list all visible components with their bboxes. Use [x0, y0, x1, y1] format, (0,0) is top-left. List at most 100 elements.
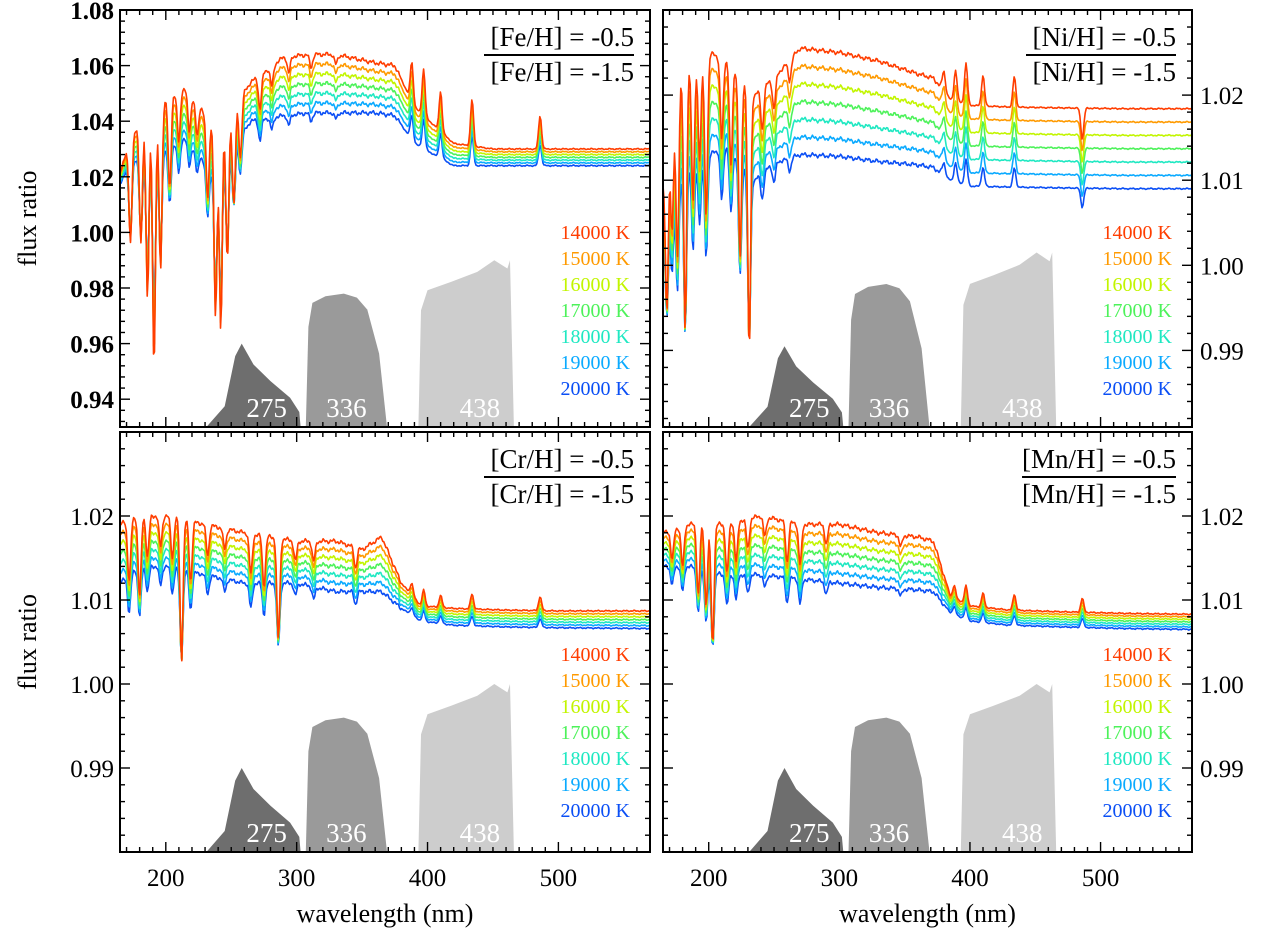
ratio-numerator: [Fe/H] = -0.5: [491, 22, 634, 52]
y-tick-label: 1.02: [70, 504, 114, 531]
y-axis-title: flux ratio: [13, 170, 42, 266]
x-tick-label: 200: [690, 865, 728, 892]
x-tick-label: 400: [409, 865, 447, 892]
series-14000-k-line: [663, 514, 1192, 640]
filter-label: 336: [326, 818, 367, 848]
y-tick-label: 1.08: [70, 0, 114, 25]
legend-entry: 16000 K: [561, 696, 631, 718]
ratio-numerator: [Mn/H] = -0.5: [1022, 444, 1176, 474]
legend-entry: 20000 K: [1103, 800, 1173, 822]
y-tick-label: 0.99: [1200, 338, 1244, 365]
filter-label: 438: [1002, 818, 1043, 848]
y-tick-label: 1.02: [1200, 504, 1244, 531]
legend-entry: 18000 K: [561, 326, 631, 348]
series-17000-k-line: [120, 539, 650, 661]
series-15000-k-line: [663, 523, 1192, 641]
ratio-numerator: [Cr/H] = -0.5: [491, 444, 634, 474]
y-tick-label: 1.00: [70, 220, 114, 247]
x-tick-label: 500: [540, 865, 578, 892]
series-16000-k-line: [120, 530, 650, 661]
ratio-denominator: [Ni/H] = -1.5: [1033, 57, 1176, 87]
y-tick-label: 0.96: [70, 332, 114, 359]
legend-entry: 14000 K: [1103, 644, 1173, 666]
series-14000-k-line: [120, 51, 650, 355]
y-tick-label: 1.00: [1200, 672, 1244, 699]
y-tick-label: 0.99: [70, 756, 114, 783]
plot-frame: [119, 431, 651, 853]
legend-entry: 16000 K: [561, 274, 631, 296]
legend-entry: 17000 K: [561, 722, 631, 744]
legend-entry: 15000 K: [561, 670, 631, 692]
series-15000-k-line: [120, 522, 650, 662]
filter-label: 438: [1002, 393, 1043, 423]
legend-entry: 20000 K: [561, 800, 631, 822]
legend-entry: 19000 K: [561, 352, 631, 374]
filter-438-band: [418, 684, 514, 852]
legend-entry: 19000 K: [1103, 352, 1173, 374]
x-axis-title: wavelength (nm): [839, 899, 1016, 928]
y-tick-label: 0.98: [70, 276, 114, 303]
y-tick-label: 1.02: [70, 165, 114, 192]
filter-336-band: [848, 717, 930, 852]
series-14000-k-line: [663, 45, 1192, 340]
y-tick-label: 0.94: [70, 387, 114, 414]
legend-entry: 20000 K: [1103, 378, 1173, 400]
x-tick-label: 200: [147, 865, 185, 892]
panel-ni: 275 336 438 0.99 1.00 1.01 1.02 [Ni/H] = -0.5 [N…: [662, 9, 1244, 428]
series-18000-k-line: [663, 549, 1192, 644]
y-tick-label: 1.04: [70, 109, 114, 136]
plot-area: 275 336 438: [663, 514, 1192, 852]
filter-336-band: [305, 293, 387, 427]
panel-cr: 275 336 438 200 300 400 500 wavelength (nm) 0.99…: [13, 431, 651, 928]
filter-label: 336: [869, 393, 910, 423]
legend-entry: 16000 K: [1103, 696, 1173, 718]
filter-label: 275: [246, 818, 287, 848]
legend-entry: 20000 K: [561, 378, 631, 400]
legend-entry: 15000 K: [1103, 248, 1173, 270]
y-tick-label: 1.00: [70, 672, 114, 699]
legend-entry: 17000 K: [1103, 722, 1173, 744]
filter-label: 336: [869, 818, 910, 848]
legend-entry: 17000 K: [561, 300, 631, 322]
legend-entry: 14000 K: [561, 222, 631, 244]
filter-438-band: [960, 684, 1057, 852]
y-tick-label: 1.01: [1200, 588, 1244, 615]
y-axis-title: flux ratio: [13, 594, 42, 690]
panel-fe: 275 336 438 0.94 0.96 0.98 1.00 1.02 1.04 1.06 1.0…: [13, 0, 651, 428]
panel-mn: 275 336 438 200 300 400 500 wavelength (nm) 0.99…: [662, 431, 1244, 928]
ratio-denominator: [Mn/H] = -1.5: [1022, 479, 1176, 509]
x-tick-label: 300: [821, 865, 859, 892]
series-19000-k-line: [120, 556, 650, 661]
plot-area: 275 336 438: [120, 514, 650, 852]
y-tick-label: 1.02: [1200, 83, 1244, 110]
filter-336-band: [848, 284, 930, 427]
filter-438-band: [960, 252, 1057, 427]
y-tick-label: 0.99: [1200, 756, 1244, 783]
filter-label: 336: [326, 393, 367, 423]
filter-label: 438: [460, 818, 501, 848]
y-tick-label: 1.01: [1200, 168, 1244, 195]
filter-label: 275: [789, 393, 830, 423]
filter-label: 275: [246, 393, 287, 423]
filter-438-band: [418, 260, 514, 427]
x-tick-label: 400: [951, 865, 989, 892]
legend-entry: 17000 K: [1103, 300, 1173, 322]
y-tick-label: 1.01: [70, 588, 114, 615]
series-19000-k-line: [663, 556, 1192, 644]
filter-275-band: [749, 346, 844, 427]
x-axis-title: wavelength (nm): [297, 899, 474, 928]
x-tick-label: 300: [278, 865, 316, 892]
y-tick-label: 1.00: [1200, 253, 1244, 280]
series-16000-k-line: [663, 533, 1192, 642]
plot-frame: [662, 9, 1193, 428]
filter-275-band: [206, 768, 301, 852]
filter-336-band: [305, 717, 387, 852]
legend-entry: 18000 K: [561, 748, 631, 770]
filter-275-band: [749, 768, 844, 852]
series-20000-k-line: [663, 563, 1192, 645]
series-14000-k-line: [120, 514, 650, 662]
plot-area: 275 336 438: [663, 45, 1192, 427]
legend-entry: 14000 K: [1103, 222, 1173, 244]
plot-frame: [662, 431, 1193, 853]
